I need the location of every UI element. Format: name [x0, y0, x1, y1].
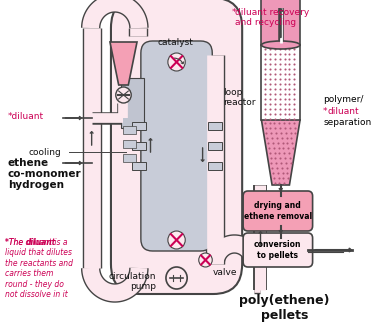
Bar: [208, 142, 222, 150]
Text: circulation
pump: circulation pump: [109, 272, 156, 291]
Polygon shape: [261, 120, 300, 185]
Text: co-monomer: co-monomer: [8, 169, 81, 179]
Ellipse shape: [261, 41, 300, 49]
Text: hydrogen: hydrogen: [8, 180, 64, 190]
Text: drying and
ethene removal: drying and ethene removal: [244, 201, 312, 221]
Text: diluant recovery
and recycling: diluant recovery and recycling: [236, 8, 310, 28]
Bar: [122, 154, 136, 162]
Bar: [132, 122, 146, 130]
FancyBboxPatch shape: [111, 0, 242, 294]
Bar: [132, 162, 146, 170]
Text: *The diluant is a
liquid that dilutes
the reactants and
carries them
round - the: *The diluant is a liquid that dilutes th…: [5, 238, 73, 299]
Polygon shape: [110, 42, 137, 85]
Text: diluant: diluant: [327, 107, 359, 116]
Circle shape: [168, 53, 185, 71]
Text: catalyst: catalyst: [157, 38, 193, 47]
Circle shape: [168, 231, 185, 249]
Text: polymer/: polymer/: [323, 95, 364, 104]
Bar: [120, 78, 144, 128]
Text: poly(ethene)
pellets: poly(ethene) pellets: [239, 294, 330, 322]
Text: separation: separation: [323, 118, 372, 127]
Text: *: *: [231, 8, 236, 17]
Bar: [208, 122, 222, 130]
Circle shape: [116, 87, 131, 103]
Circle shape: [199, 253, 212, 267]
Bar: [132, 142, 146, 150]
Text: valve: valve: [213, 268, 238, 277]
Bar: [208, 162, 222, 170]
Text: conversion
to pellets: conversion to pellets: [254, 240, 302, 260]
FancyBboxPatch shape: [243, 233, 313, 267]
Text: loop
reactor: loop reactor: [223, 88, 255, 107]
Text: ethene: ethene: [8, 158, 49, 168]
FancyBboxPatch shape: [243, 191, 313, 231]
Text: *diluant: *diluant: [8, 112, 44, 121]
Text: *The: *The: [5, 238, 25, 247]
Bar: [122, 140, 136, 148]
Bar: [122, 126, 136, 134]
Circle shape: [166, 267, 187, 289]
Bar: [261, 0, 300, 45]
Text: diluant: diluant: [26, 238, 56, 247]
Text: cooling: cooling: [29, 148, 62, 157]
Text: *: *: [323, 107, 328, 116]
FancyBboxPatch shape: [141, 41, 212, 251]
